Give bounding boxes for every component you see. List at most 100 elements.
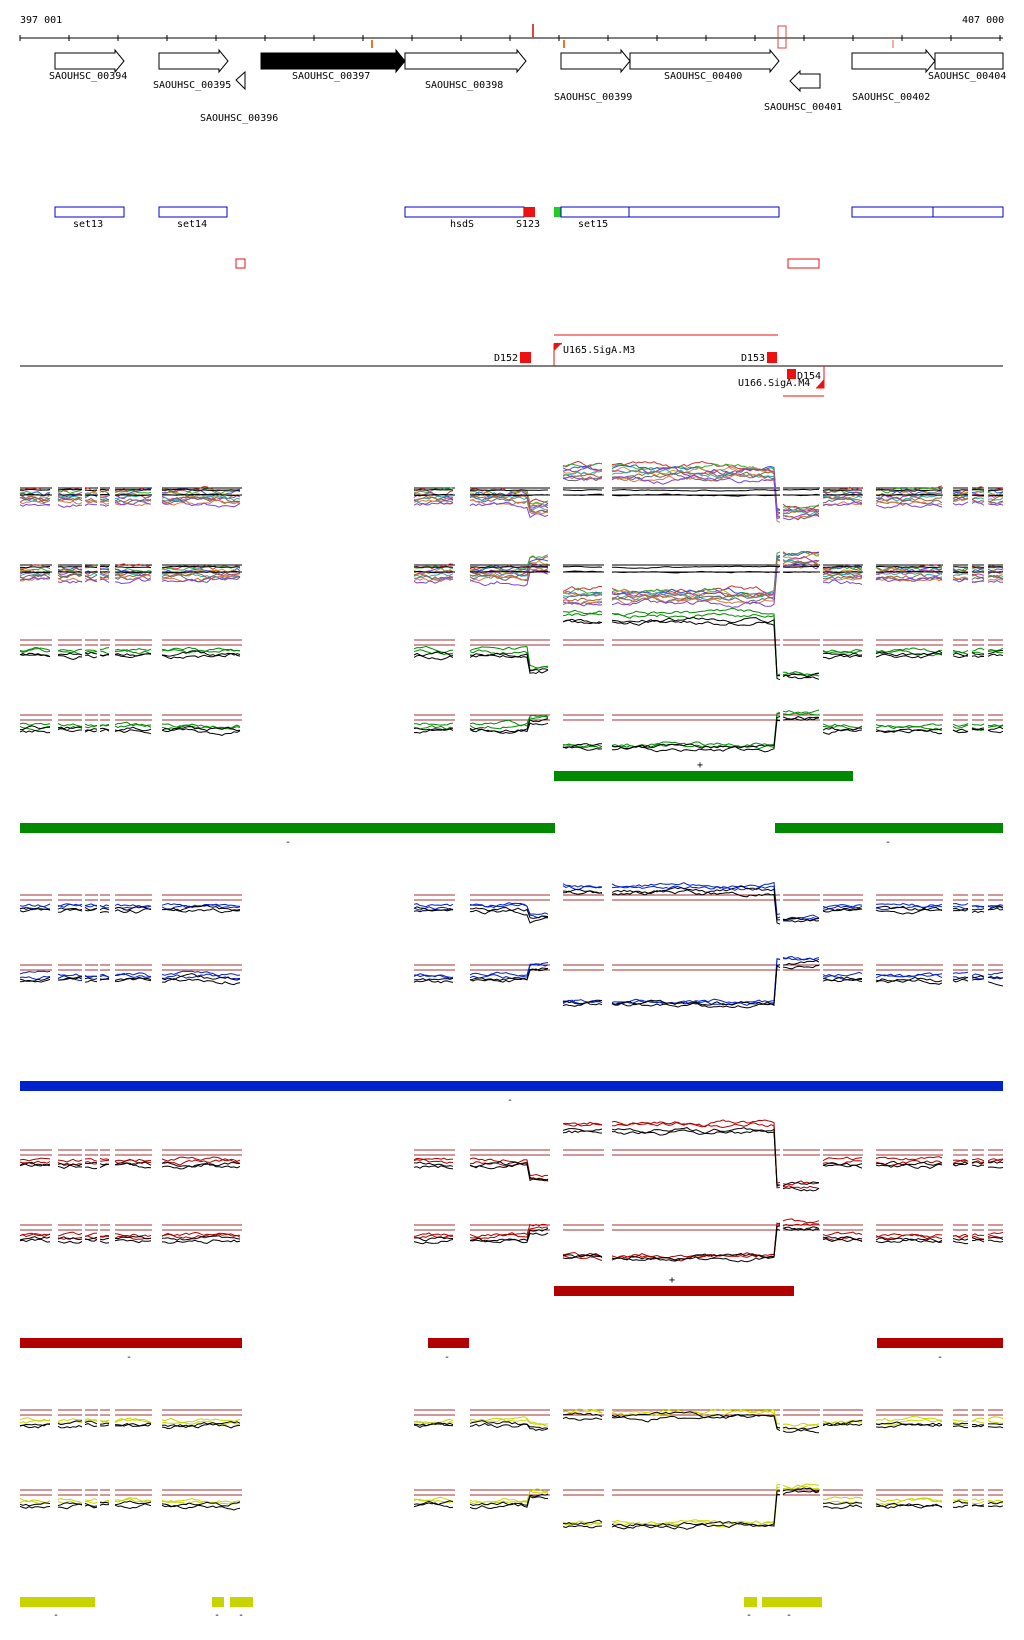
expression-trace	[114, 1503, 152, 1510]
gene-SAOUHSC_00395[interactable]: SAOUHSC_00395	[153, 48, 231, 91]
expression-trace	[875, 909, 943, 915]
expression-trace	[952, 1238, 969, 1241]
expression-trace	[987, 971, 1004, 976]
feature-hsds-box[interactable]	[404, 206, 525, 218]
expression-trace	[822, 1162, 863, 1169]
yellow-panel-2	[19, 1483, 1004, 1530]
expression-trace	[612, 719, 781, 753]
expression-trace	[413, 903, 454, 908]
gene-SAOUHSC_00401[interactable]: SAOUHSC_00401	[764, 69, 842, 113]
expression-trace	[470, 566, 549, 569]
expression-trace	[875, 565, 943, 573]
segment-d153-block[interactable]	[767, 352, 777, 363]
expression-trace	[971, 973, 985, 977]
expression-trace	[782, 1485, 820, 1490]
expression-trace	[782, 1425, 820, 1431]
expression-trace	[469, 570, 549, 573]
expression-trace	[952, 971, 969, 974]
expression-trace	[161, 646, 241, 653]
yellow-minus-call-bar[interactable]	[230, 1597, 253, 1607]
feature-box[interactable]	[932, 206, 1004, 218]
segment-d154-block[interactable]	[787, 369, 796, 379]
expression-trace	[611, 556, 781, 598]
expression-trace	[971, 728, 985, 731]
expression-trace	[562, 1525, 602, 1529]
feature-box[interactable]	[851, 206, 934, 218]
gene-SAOUHSC_00398[interactable]: SAOUHSC_00398	[404, 48, 527, 91]
red-minus-call-bar[interactable]	[20, 1338, 242, 1348]
expression-trace	[114, 1422, 152, 1428]
yellow-minus-call-bar[interactable]	[212, 1597, 224, 1607]
segment-d152-block[interactable]	[520, 352, 531, 363]
feature-box[interactable]	[628, 206, 780, 218]
expression-trace	[99, 490, 110, 495]
red-plus-call-bar[interactable]	[554, 1286, 794, 1296]
expression-trace	[99, 500, 110, 503]
expression-trace	[952, 571, 969, 574]
yellow-minus-call-bar[interactable]	[20, 1597, 95, 1607]
expression-trace	[84, 979, 98, 983]
green-plus-call-bar[interactable]	[554, 771, 853, 781]
expression-trace	[875, 902, 943, 908]
expression-trace	[99, 578, 110, 584]
gene-SAOUHSC_00397[interactable]: SAOUHSC_00397	[260, 48, 406, 82]
ruler-mark	[777, 25, 787, 49]
gene-SAOUHSC_00404[interactable]: SAOUHSC_00404	[928, 52, 1006, 82]
expression-trace	[782, 716, 820, 721]
feature-track: set13 set14 hsdS S123 set15	[54, 206, 1004, 269]
gene-SAOUHSC_00396[interactable]: SAOUHSC_00396	[200, 70, 278, 124]
expression-trace	[952, 578, 969, 583]
expression-trace	[987, 495, 1004, 502]
expression-trace	[782, 504, 820, 509]
blue-minus-call-bar[interactable]	[20, 1081, 1003, 1091]
expression-trace	[161, 650, 241, 658]
expression-trace	[611, 556, 781, 601]
expression-trace	[469, 558, 549, 573]
expression-trace	[782, 918, 820, 923]
expression-trace	[611, 965, 781, 1009]
expression-trace	[822, 565, 863, 568]
feature-set14-box[interactable]	[158, 206, 228, 218]
yellow-minus-call-bar[interactable]	[744, 1597, 757, 1607]
yellow-minus-call-bar[interactable]	[762, 1597, 822, 1607]
gene-SAOUHSC_00402[interactable]: SAOUHSC_00402	[851, 48, 936, 103]
expression-trace	[19, 1236, 51, 1241]
expression-trace	[99, 911, 110, 914]
expression-trace	[161, 575, 241, 583]
feature-set15-box[interactable]	[560, 206, 630, 218]
gene-SAOUHSC_00400[interactable]: SAOUHSC_00400	[629, 48, 780, 82]
expression-trace	[987, 729, 1004, 734]
expression-trace	[611, 493, 781, 497]
green-minus-call-bar[interactable]	[20, 823, 555, 833]
expression-trace	[57, 1164, 83, 1169]
expression-trace	[971, 905, 985, 908]
expression-trace	[782, 709, 820, 716]
expression-trace	[19, 722, 51, 726]
expression-trace	[469, 489, 548, 492]
expression-trace	[413, 1422, 453, 1428]
expression-trace	[469, 1489, 549, 1506]
expression-trace	[469, 1417, 549, 1425]
gene-label: SAOUHSC_00398	[425, 80, 503, 91]
feature-s123-block[interactable]	[524, 207, 535, 217]
expression-trace	[971, 1417, 985, 1422]
gene-SAOUHSC_00394[interactable]: SAOUHSC_00394	[49, 48, 127, 82]
expression-trace	[875, 492, 943, 500]
expression-trace	[875, 486, 943, 494]
expression-trace	[611, 885, 781, 921]
red-minus-call-bar[interactable]	[428, 1338, 469, 1348]
expression-trace	[822, 577, 863, 582]
tss-flag-m4-icon	[816, 379, 824, 388]
green-minus-call-bar[interactable]	[775, 823, 1003, 833]
expression-trace	[469, 715, 549, 730]
expression-trace	[114, 722, 152, 729]
gene-SAOUHSC_00399[interactable]: SAOUHSC_00399	[554, 48, 632, 103]
feature-set13-box[interactable]	[54, 206, 125, 218]
expression-trace	[114, 647, 152, 652]
expression-trace	[114, 571, 152, 576]
expression-trace	[19, 576, 51, 581]
expression-trace	[99, 1240, 110, 1244]
expression-trace	[875, 972, 943, 978]
red-minus-call-bar[interactable]	[877, 1338, 1003, 1348]
expression-trace	[611, 474, 781, 520]
